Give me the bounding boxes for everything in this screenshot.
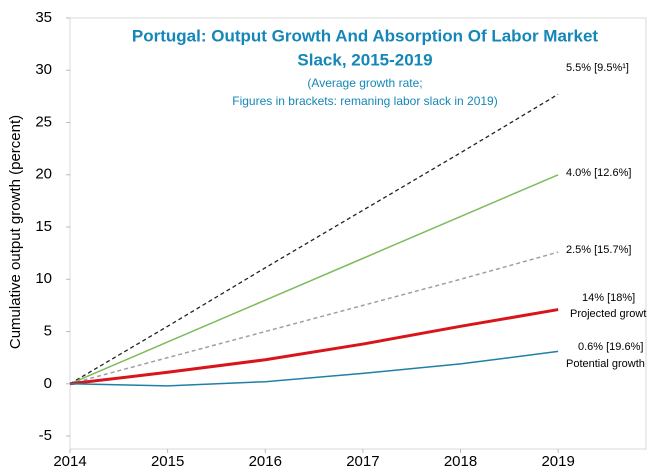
y-axis-label: Cumulative output growth (percent) xyxy=(7,115,24,349)
chart-subtitle: Figures in brackets: remaning labor slac… xyxy=(232,94,497,108)
x-tick-label: 2016 xyxy=(249,453,282,470)
y-tick-label: -5 xyxy=(39,427,52,444)
series-line xyxy=(69,308,559,386)
x-tick-label: 2017 xyxy=(346,453,379,470)
series-label: 4.0% [12.6%] xyxy=(566,167,631,179)
chart-title: Portugal: Output Growth And Absorption O… xyxy=(132,26,599,45)
chart-title: Slack, 2015-2019 xyxy=(297,50,432,69)
y-tick-label: 15 xyxy=(35,218,52,235)
y-tick-label: 5 xyxy=(44,322,52,339)
x-tick-label: 2018 xyxy=(444,453,477,470)
series-label: 14% [18%] xyxy=(582,292,635,304)
plot-frame xyxy=(69,17,647,450)
series-line xyxy=(69,251,559,385)
y-tick-label: 30 xyxy=(35,61,52,78)
y-tick-label: 35 xyxy=(35,9,52,26)
x-tick-label: 2019 xyxy=(541,453,574,470)
series-note: Potential growth xyxy=(566,358,645,370)
chart-subtitle: (Average growth rate; xyxy=(307,76,422,90)
series-line xyxy=(69,174,559,385)
series-label: 2.5% [15.7%] xyxy=(566,244,631,256)
x-tick-label: 2014 xyxy=(53,453,86,470)
y-tick-label: 20 xyxy=(35,166,52,183)
series-label: 0.6% [19.6%] xyxy=(578,341,643,353)
series-line xyxy=(69,350,559,387)
series-note: Projected growth xyxy=(570,308,647,320)
y-tick-label: 25 xyxy=(35,113,52,130)
series-line xyxy=(69,93,559,385)
y-tick-label: 0 xyxy=(44,375,52,392)
x-tick-label: 2015 xyxy=(151,453,184,470)
y-tick-label: 10 xyxy=(35,270,52,287)
series-label: 5.5% [9.5%¹] xyxy=(566,62,629,74)
